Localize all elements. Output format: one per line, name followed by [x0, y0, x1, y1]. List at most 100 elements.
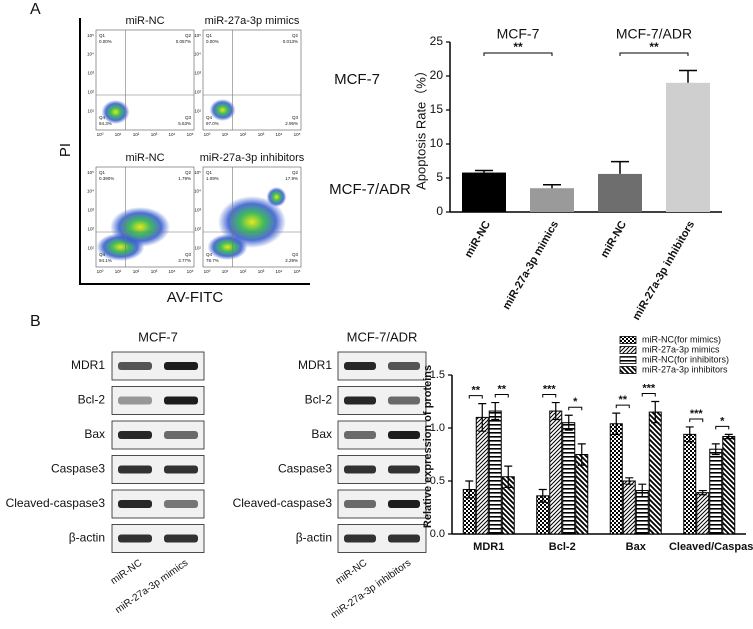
flow-tick: 10² — [194, 226, 201, 231]
protein-label: Caspase3 — [51, 462, 105, 476]
sig-label: ** — [497, 383, 506, 395]
flow-tick: 10⁵ — [194, 170, 201, 175]
x-tick-label: miR-27a-3p mimics — [501, 219, 562, 312]
sig-bracket — [715, 425, 730, 430]
bar — [609, 423, 623, 535]
group-label: MCF-7/ADR — [616, 26, 692, 42]
y-tick-label: 0.0 — [430, 528, 445, 540]
flow-tick: 10¹ — [115, 269, 122, 274]
legend-label: miR-NC(for mimics) — [642, 334, 721, 344]
bar — [462, 172, 506, 212]
blot-band — [344, 431, 376, 439]
blot-band — [164, 396, 198, 405]
y-tick-label: 25 — [430, 34, 444, 48]
flow-tick: 10⁴ — [169, 132, 176, 137]
quadrant-name: Q1 — [99, 170, 106, 175]
error-bar — [724, 433, 733, 440]
sig-label: *** — [642, 382, 656, 394]
quadrant-name: Q3 — [185, 252, 192, 257]
flow-tick: 10⁴ — [87, 189, 94, 194]
quadrant-name: Q1 — [99, 33, 106, 38]
error-bar — [577, 443, 586, 466]
blot-band — [164, 500, 198, 508]
sig-label: *** — [543, 383, 557, 395]
cell-cloud — [110, 207, 171, 247]
flow-tick: 10² — [194, 89, 201, 94]
sig-bracket — [619, 52, 689, 56]
quadrant-name: Q4 — [99, 115, 106, 120]
sig-bracket — [689, 418, 704, 422]
flow-tick: 10³ — [151, 132, 158, 137]
quadrant-value: 3.77% — [178, 258, 191, 263]
y-tick-label: 0 — [436, 204, 443, 218]
quadrant-value: 2.95% — [285, 121, 298, 126]
sig-bracket — [615, 404, 630, 409]
sig-label: * — [720, 415, 725, 427]
quadrant-name: Q4 — [206, 115, 213, 120]
flow-tick: 10³ — [258, 269, 265, 274]
protein-label: Cleaved-caspase3 — [233, 496, 333, 510]
bar — [530, 188, 574, 212]
error-bar — [612, 412, 621, 435]
protein-label: Caspase3 — [278, 462, 332, 476]
flow-tick: 10⁴ — [276, 269, 283, 274]
quadrant-name: Q4 — [206, 252, 213, 257]
sig-bracket — [483, 52, 553, 56]
error-bar — [504, 465, 513, 488]
error-bar — [538, 488, 547, 503]
legend-label: miR-27a-3p mimics — [642, 344, 720, 354]
error-bar — [638, 483, 647, 498]
cell-cloud — [218, 196, 286, 248]
bar — [598, 173, 642, 212]
quadrant-value: 0.057% — [176, 39, 191, 44]
blot-band — [118, 362, 152, 370]
x-tick-label: Bcl-2 — [549, 541, 576, 553]
y-tick-label: 20 — [430, 68, 444, 82]
plot-title: miR-NC — [125, 152, 164, 164]
x-tick-label: Bax — [626, 541, 647, 553]
bar — [683, 433, 697, 535]
blot-band — [118, 500, 152, 508]
legend-swatch — [619, 346, 637, 354]
blot-band — [344, 362, 376, 370]
blot-band — [118, 396, 152, 405]
y-tick-label: 1.5 — [430, 369, 445, 381]
protein-label: Cleaved-caspase3 — [6, 496, 106, 510]
y-tick-label: 0.5 — [430, 475, 445, 487]
flow-tick: 10² — [133, 269, 140, 274]
error-bar — [698, 489, 707, 496]
flow-tick: 10¹ — [115, 132, 122, 137]
sig-label: * — [573, 396, 578, 408]
flow-tick: 10⁴ — [194, 52, 201, 57]
flow-tick: 10⁵ — [294, 269, 301, 274]
blot-band — [344, 396, 376, 405]
quadrant-value: 2.29% — [285, 258, 298, 263]
error-bar — [491, 401, 500, 421]
flow-tick: 10⁴ — [87, 52, 94, 57]
flow-tick: 10³ — [87, 208, 94, 213]
quadrant-name: Q1 — [206, 33, 213, 38]
quadrant-name: Q2 — [185, 170, 192, 175]
error-bar — [564, 414, 573, 431]
x-tick-label: miR-NC — [463, 219, 494, 260]
quadrant-name: Q3 — [292, 115, 299, 120]
error-bar — [551, 401, 560, 421]
flow-tick: 10⁴ — [276, 132, 283, 137]
error-bar — [679, 69, 697, 83]
sig-bracket — [494, 394, 509, 398]
blot-band — [388, 362, 420, 370]
bar — [722, 435, 736, 535]
blot-band — [388, 396, 420, 405]
flow-tick: 10⁰ — [97, 132, 104, 137]
sig-bracket — [468, 395, 483, 399]
bar — [648, 411, 662, 535]
row-label: MCF-7 — [334, 71, 380, 88]
flow-tick: 10³ — [194, 208, 201, 213]
flow-tick: 10² — [87, 89, 94, 94]
blot-band — [118, 431, 152, 439]
flow-tick: 10³ — [194, 71, 201, 76]
blot-band — [388, 534, 420, 543]
flow-tick: 10⁴ — [169, 269, 176, 274]
error-bar — [543, 184, 561, 189]
